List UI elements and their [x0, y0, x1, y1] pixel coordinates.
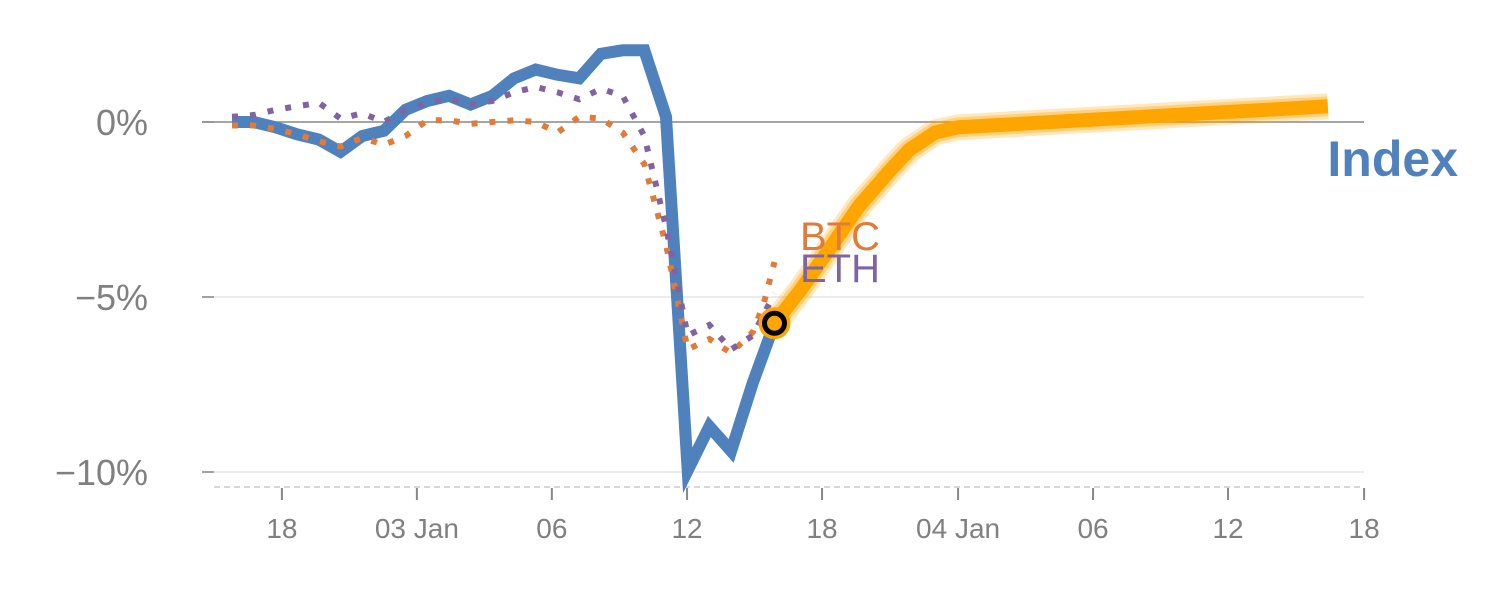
x-tick-label: 18: [266, 513, 297, 544]
y-tick-label: −10%: [55, 452, 148, 493]
series-line-eth: [231, 83, 778, 354]
x-tick-label: 12: [1212, 513, 1243, 544]
x-tick-label: 03 Jan: [375, 513, 459, 544]
series-label-eth: ETH: [800, 247, 880, 291]
current-point-ring: [762, 310, 787, 336]
series-line-btc: [232, 113, 778, 357]
y-tick-label: 0%: [96, 102, 148, 143]
x-tick-label: 18: [1349, 513, 1380, 544]
x-tick-label: 18: [806, 513, 837, 544]
series-label-index: Index: [1327, 131, 1458, 187]
x-tick-label: 06: [536, 513, 567, 544]
x-tick-label: 04 Jan: [916, 513, 1000, 544]
x-tick-label: 06: [1077, 513, 1108, 544]
x-tick-label: 12: [671, 513, 702, 544]
y-tick-label: −5%: [75, 277, 148, 318]
series-label-btc: BTC: [800, 215, 880, 259]
series-line-index: [232, 44, 781, 494]
forecast-band: [768, 99, 1329, 328]
